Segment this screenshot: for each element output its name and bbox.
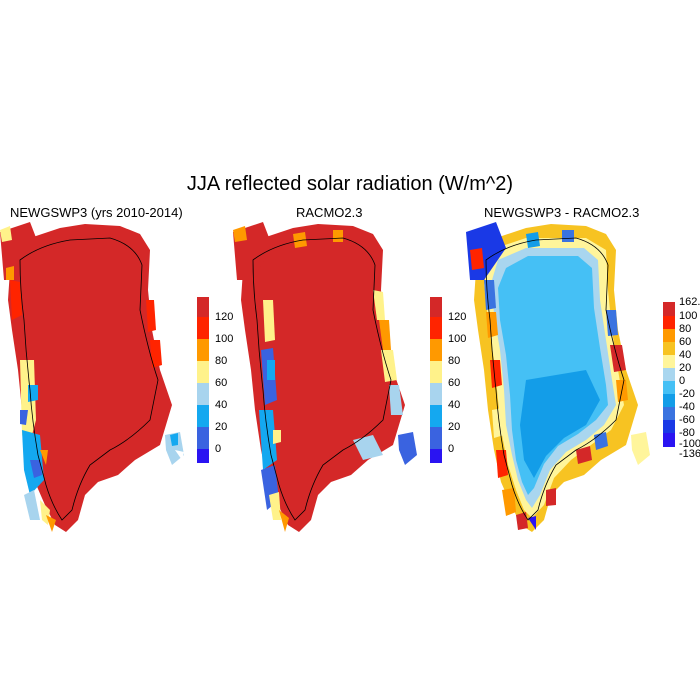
colorbar-label: -60 — [679, 414, 695, 426]
colorbar-swatch — [197, 361, 209, 383]
colorbar-label: 0 — [448, 443, 455, 455]
colorbar-label: 40 — [679, 349, 692, 361]
colorbar-swatch — [430, 383, 442, 405]
colorbar-label: 60 — [679, 336, 692, 348]
colorbar-label: 80 — [448, 355, 461, 367]
colorbar-label: -80 — [679, 427, 695, 439]
colorbar-swatch — [663, 394, 675, 407]
colorbar-label: 0 — [215, 443, 222, 455]
colorbar-swatch — [663, 368, 675, 381]
map-fill — [466, 222, 650, 532]
coastline — [485, 237, 625, 521]
colorbar-swatch — [197, 317, 209, 339]
colorbar-label: 100 — [448, 333, 467, 345]
colorbar-swatch — [197, 297, 209, 317]
greenland-map — [233, 222, 417, 532]
colorbar-label: 20 — [215, 421, 228, 433]
colorbar-swatch — [430, 317, 442, 339]
colorbar-label: 80 — [679, 323, 692, 335]
colorbar-swatch — [663, 433, 675, 447]
colorbar-label: 20 — [448, 421, 461, 433]
colorbar-label: 120 — [448, 311, 467, 323]
panel-title: NEWGSWP3 - RACMO2.3 — [484, 205, 640, 220]
panel-title: NEWGSWP3 (yrs 2010-2014) — [10, 205, 183, 220]
colorbar-swatch — [663, 302, 675, 316]
colorbar-label: 120 — [215, 311, 234, 323]
colorbar-label: 0 — [679, 375, 686, 387]
colorbar-swatch — [430, 361, 442, 383]
coastline — [252, 237, 392, 521]
colorbar-swatch — [663, 381, 675, 394]
map-fill — [0, 222, 184, 532]
colorbar-swatch — [197, 339, 209, 361]
colorbar-swatch — [663, 420, 675, 433]
colorbar-swatch — [430, 405, 442, 427]
panel-title: RACMO2.3 — [296, 205, 363, 220]
colorbar-label: 40 — [215, 399, 228, 411]
colorbar-swatch — [430, 427, 442, 449]
figure-title: JJA reflected solar radiation (W/m^2) — [186, 173, 514, 195]
colorbar-swatch — [197, 449, 209, 463]
colorbar-label: 162.3 — [679, 296, 700, 308]
colorbar-label: -20 — [679, 388, 695, 400]
colorbar-label: 20 — [679, 362, 692, 374]
colorbar-swatch — [197, 383, 209, 405]
map-fill — [233, 222, 417, 532]
colorbar-label: -136. — [679, 448, 700, 460]
greenland-map — [466, 222, 650, 532]
colorbar-swatch — [663, 316, 675, 329]
colorbar-label: 100 — [215, 333, 234, 345]
colorbar-label: 100 — [679, 310, 698, 322]
colorbar-swatch — [663, 342, 675, 355]
colorbar-swatch — [197, 427, 209, 449]
colorbar-label: 60 — [215, 377, 228, 389]
coastline — [19, 237, 159, 521]
colorbar-swatch — [663, 329, 675, 342]
greenland-map — [0, 222, 184, 532]
colorbar-swatch — [430, 297, 442, 317]
colorbar-swatch — [430, 449, 442, 463]
colorbar-swatch — [430, 339, 442, 361]
colorbar-label: -40 — [679, 401, 695, 413]
colorbar-swatch — [663, 355, 675, 368]
colorbar-label: 60 — [448, 377, 461, 389]
colorbar-swatch — [663, 407, 675, 420]
colorbar-label: 40 — [448, 399, 461, 411]
colorbar-swatch — [197, 405, 209, 427]
colorbar-label: 80 — [215, 355, 228, 367]
colorbar-label: -100 — [679, 438, 700, 450]
